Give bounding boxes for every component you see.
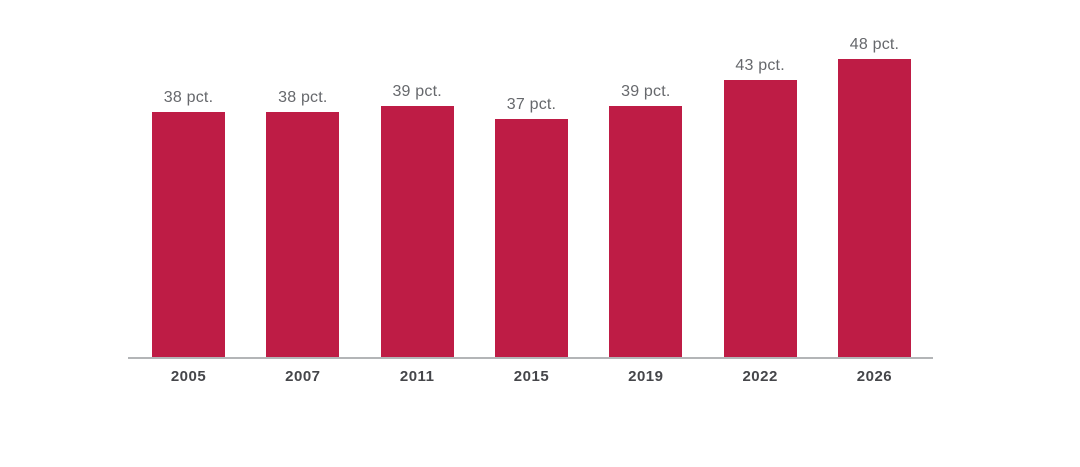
bar: [609, 105, 683, 357]
bar-group: 39 pct.: [380, 35, 454, 357]
x-axis-labels: 2005 2007 2011 2015 2019 2022 2026: [128, 368, 933, 385]
bar-group: 39 pct.: [609, 35, 683, 357]
x-axis-tick-label: 2026: [856, 368, 893, 385]
bar-value-label: 48 pct.: [849, 36, 900, 53]
bar-chart: 38 pct. 38 pct. 39 pct. 37 pct. 39 pct. 43 pc…: [128, 35, 933, 385]
x-axis-line: [128, 357, 933, 359]
bar: [837, 59, 911, 357]
bar-value-label: 37 pct.: [506, 95, 557, 113]
bar: [494, 118, 568, 357]
x-axis-tick-label: 2015: [513, 368, 550, 385]
bar-group: 37 pct.: [494, 35, 568, 357]
x-axis-tick-label: 2007: [285, 368, 321, 385]
x-axis-tick-label: 2005: [170, 368, 207, 385]
x-axis-tick-label: 2022: [742, 368, 778, 385]
bar: [723, 80, 797, 357]
bar: [266, 112, 340, 357]
bar-group: 38 pct.: [152, 35, 225, 357]
bar-value-label: 43 pct.: [735, 57, 785, 75]
x-axis-tick-label: 2011: [399, 368, 435, 385]
plot-area: 38 pct. 38 pct. 39 pct. 37 pct. 39 pct. 43 pc…: [128, 35, 933, 357]
bar: [380, 105, 454, 357]
bar-group: 48 pct.: [837, 35, 911, 357]
bar-group: 43 pct.: [723, 35, 797, 357]
bar-group: 38 pct.: [266, 35, 340, 357]
bar-value-label: 38 pct.: [278, 89, 328, 107]
bar-value-label: 38 pct.: [163, 89, 214, 107]
bar: [152, 112, 225, 357]
bar-value-label: 39 pct.: [392, 82, 442, 100]
bar-value-label: 39 pct.: [621, 82, 671, 100]
x-axis-tick-label: 2019: [628, 368, 664, 385]
